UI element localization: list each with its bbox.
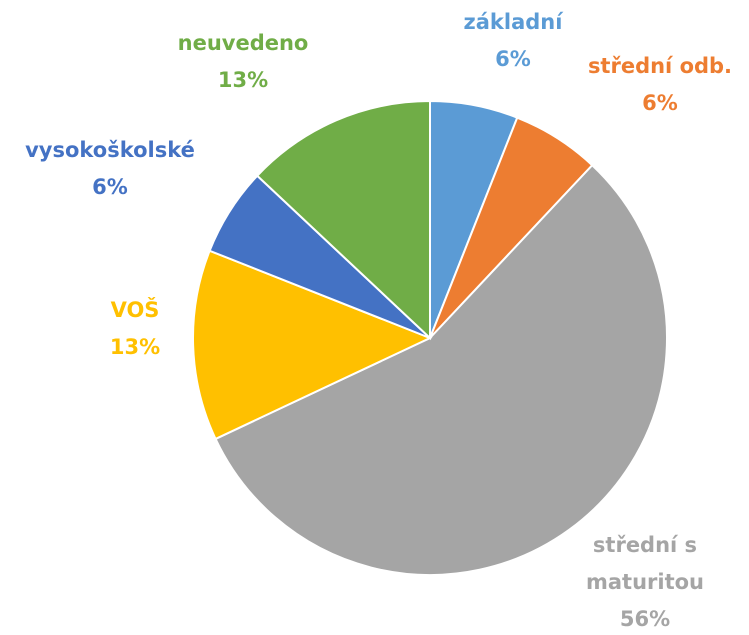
value-label: 6% bbox=[642, 91, 678, 115]
value-label: 6% bbox=[495, 47, 531, 71]
category-label: vysokoškolské bbox=[25, 138, 195, 162]
data-label: vysokoškolské 6% bbox=[0, 132, 220, 206]
category-label: neuvedeno bbox=[177, 31, 309, 55]
category-label: střední s maturitou bbox=[585, 533, 704, 594]
category-label: VOŠ bbox=[110, 298, 160, 322]
value-label: 56% bbox=[619, 607, 671, 631]
data-label: střední odb. 6% bbox=[570, 48, 749, 122]
data-label: neuvedeno 13% bbox=[153, 25, 333, 99]
value-label: 13% bbox=[109, 335, 161, 359]
data-label: základní 6% bbox=[443, 4, 583, 78]
data-label: střední s maturitou 56% bbox=[560, 527, 730, 635]
pie-slice bbox=[192, 249, 433, 441]
category-label: základní bbox=[463, 10, 563, 34]
pie-slice bbox=[255, 99, 431, 341]
value-label: 6% bbox=[92, 175, 128, 199]
category-label: střední odb. bbox=[587, 54, 733, 78]
value-label: 13% bbox=[217, 68, 269, 92]
data-label: VOŠ 13% bbox=[70, 292, 200, 366]
pie-slice bbox=[214, 163, 668, 576]
